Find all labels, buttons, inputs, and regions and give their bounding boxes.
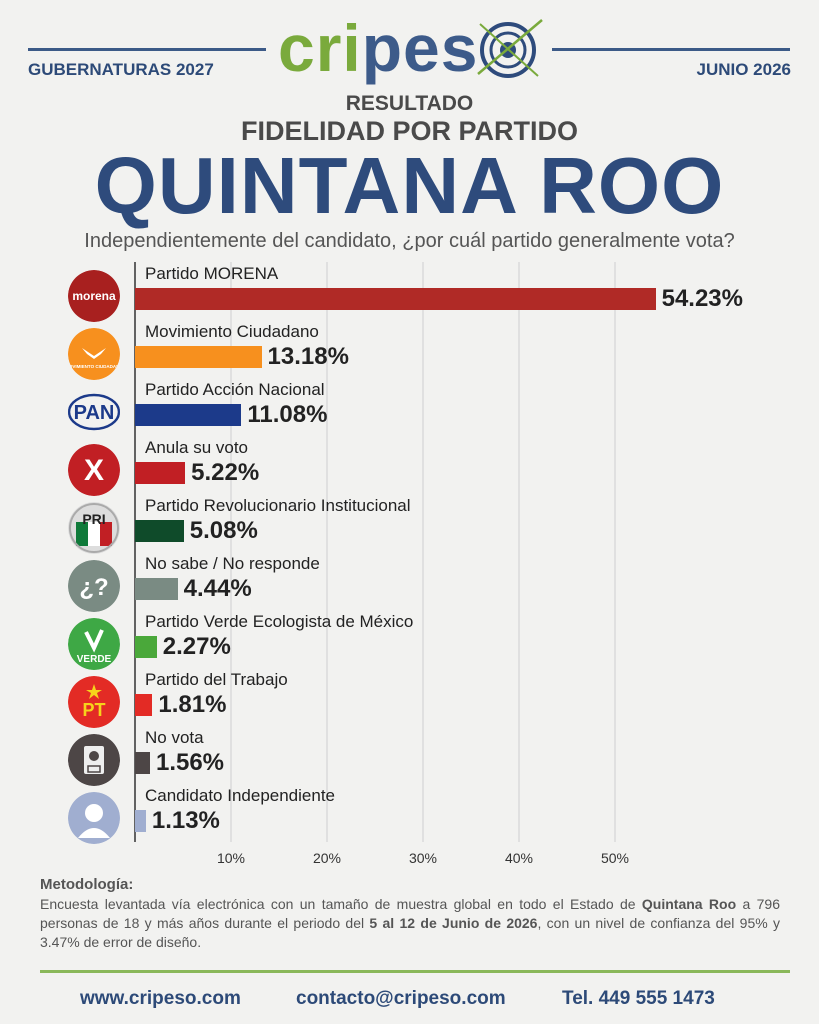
methodology-period: 5 al 12 de Junio de 2026 xyxy=(369,915,538,931)
bar-category-label: Partido del Trabajo xyxy=(145,670,288,689)
person-icon xyxy=(68,792,120,844)
target-logo-icon xyxy=(477,19,543,78)
survey-question: Independientemente del candidato, ¿por c… xyxy=(84,230,735,252)
brand-logo-part-b: pes xyxy=(361,11,479,85)
bar-category-label: Anula su voto xyxy=(145,438,249,457)
bar xyxy=(135,404,242,426)
morena-logo: morena xyxy=(68,270,120,322)
x-tick-label: 30% xyxy=(408,850,438,866)
svg-text:PT: PT xyxy=(82,700,105,720)
svg-text:PRI: PRI xyxy=(82,511,105,527)
svg-text:MOVIMIENTO CIUDADANO: MOVIMIENTO CIUDADANO xyxy=(68,364,120,369)
brand-logo: cripes xyxy=(278,10,478,86)
pan-logo: PAN xyxy=(68,386,120,438)
x-tick-label: 50% xyxy=(600,850,630,866)
footer-phone: Tel. 449 555 1473 xyxy=(562,988,715,1009)
bar-value-label: 13.18% xyxy=(267,343,349,370)
footer-email[interactable]: contacto@cripeso.com xyxy=(296,988,506,1009)
bar-value-label: 4.44% xyxy=(183,575,252,602)
bar xyxy=(135,578,178,600)
x-mark-icon: X xyxy=(68,444,120,496)
footer-rule xyxy=(40,970,790,973)
bar-category-label: Candidato Independiente xyxy=(145,786,335,805)
bar-value-label: 5.22% xyxy=(191,459,260,486)
bar-category-label: No vota xyxy=(145,728,204,747)
bar-category-label: Partido Verde Ecologista de México xyxy=(145,612,414,631)
methodology-text-3: , con un nivel de confianza del 95% y 3.… xyxy=(40,915,780,950)
x-tick-label: 10% xyxy=(216,850,246,866)
pri-logo: PRI xyxy=(68,502,120,554)
bar xyxy=(135,810,146,832)
pt-logo: PT xyxy=(68,676,120,728)
verde-logo: VERDE xyxy=(68,618,120,670)
svg-text:VERDE: VERDE xyxy=(77,654,112,665)
methodology-state: Quintana Roo xyxy=(641,896,737,912)
bar xyxy=(135,752,150,774)
ballot-icon xyxy=(68,734,120,786)
svg-text:¿?: ¿? xyxy=(79,574,108,601)
bar-category-label: Partido MORENA xyxy=(145,264,279,283)
question-icon: ¿? xyxy=(68,560,120,612)
bar xyxy=(135,636,157,658)
bar-value-label: 5.08% xyxy=(189,517,258,544)
bar-value-label: 54.23% xyxy=(661,285,743,312)
header-rule-right xyxy=(552,48,790,51)
footer-website[interactable]: www.cripeso.com xyxy=(80,988,241,1009)
bar xyxy=(135,520,184,542)
svg-text:PAN: PAN xyxy=(74,402,115,424)
bar-category-label: Partido Acción Nacional xyxy=(145,380,325,399)
bar-value-label: 11.08% xyxy=(247,401,328,428)
page-title: QUINTANA ROO xyxy=(94,141,725,230)
bar-value-label: 2.27% xyxy=(162,633,231,660)
result-kicker: RESULTADO xyxy=(345,92,474,115)
svg-text:X: X xyxy=(84,454,104,487)
header-rule-left xyxy=(28,48,266,51)
brand-logo-part-a: cri xyxy=(278,11,362,85)
bar-category-label: No sabe / No responde xyxy=(145,554,320,573)
svg-text:morena: morena xyxy=(72,289,116,303)
mc-logo: MOVIMIENTO CIUDADANO xyxy=(68,328,120,380)
election-label: GUBERNATURAS 2027 xyxy=(28,60,214,79)
bar-category-label: Partido Revolucionario Institucional xyxy=(145,496,411,515)
page-subtitle: FIDELIDAD POR PARTIDO xyxy=(241,116,578,146)
bar-value-label: 1.56% xyxy=(155,749,225,776)
bar xyxy=(135,346,262,368)
bar xyxy=(135,288,656,310)
date-label: JUNIO 2026 xyxy=(696,60,792,79)
bar xyxy=(135,462,186,484)
methodology-title: Metodología: xyxy=(40,876,134,893)
bar xyxy=(135,694,153,716)
methodology-text-2: a 796 personas de 18 y más años durante … xyxy=(40,896,780,931)
bar-value-label: 1.13% xyxy=(151,807,220,834)
bar-value-label: 1.81% xyxy=(158,691,227,718)
x-tick-label: 20% xyxy=(312,850,342,866)
bar-category-label: Movimiento Ciudadano xyxy=(145,322,319,341)
x-tick-label: 40% xyxy=(504,850,534,866)
methodology-text-1: Encuesta levantada vía electrónica con u… xyxy=(40,896,642,912)
methodology-text: Encuesta levantada vía electrónica con u… xyxy=(40,895,780,952)
